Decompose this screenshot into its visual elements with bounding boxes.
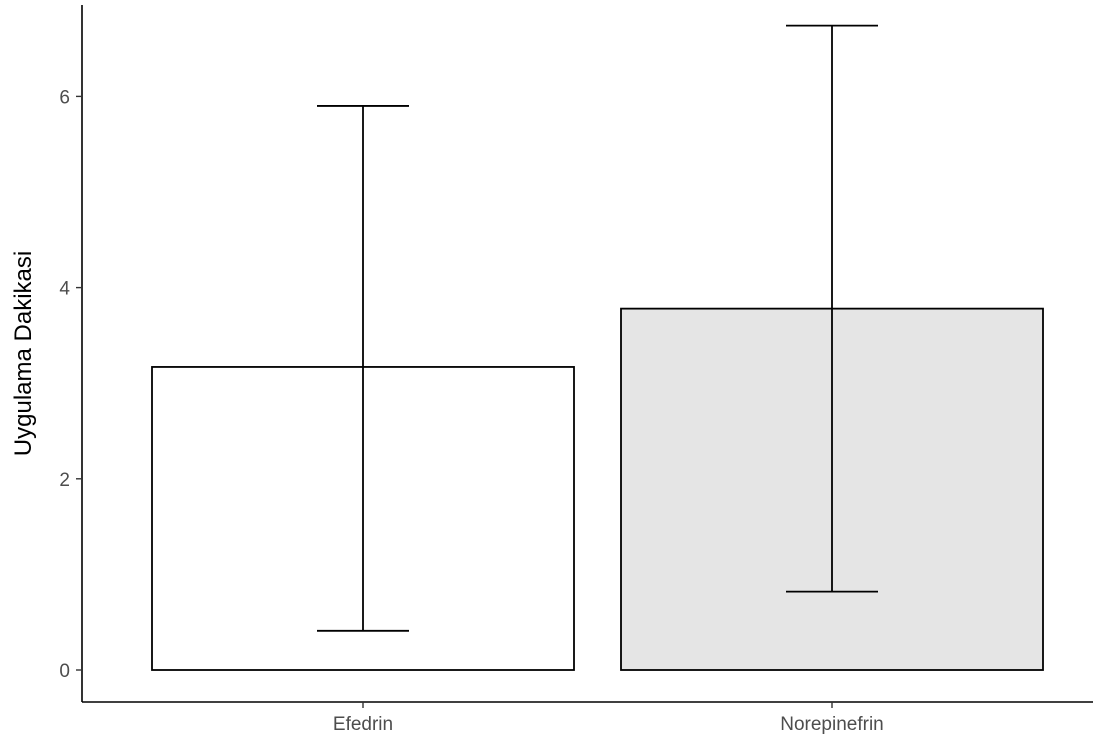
bars-layer — [151, 307, 1044, 671]
x-tick-label-efedrin: Efedrin — [333, 714, 393, 735]
y-tick-label: 4 — [59, 279, 70, 300]
x-tick-label-norepinefrin: Norepinefrin — [780, 714, 884, 735]
error-bars-layer — [317, 24, 878, 632]
y-ticks-layer: 0 2 4 6 — [59, 87, 82, 682]
x-ticks-layer: Efedrin Norepinefrin — [333, 702, 884, 735]
error-bar-efedrin — [317, 105, 409, 632]
y-tick-label: 2 — [59, 470, 70, 491]
error-bar-norepinefrin — [786, 24, 878, 593]
y-axis-title: Uygulama Dakikasi — [10, 251, 37, 456]
axes-layer — [81, 5, 1093, 703]
y-tick-label: 0 — [59, 661, 70, 682]
y-tick-label: 6 — [59, 87, 70, 108]
